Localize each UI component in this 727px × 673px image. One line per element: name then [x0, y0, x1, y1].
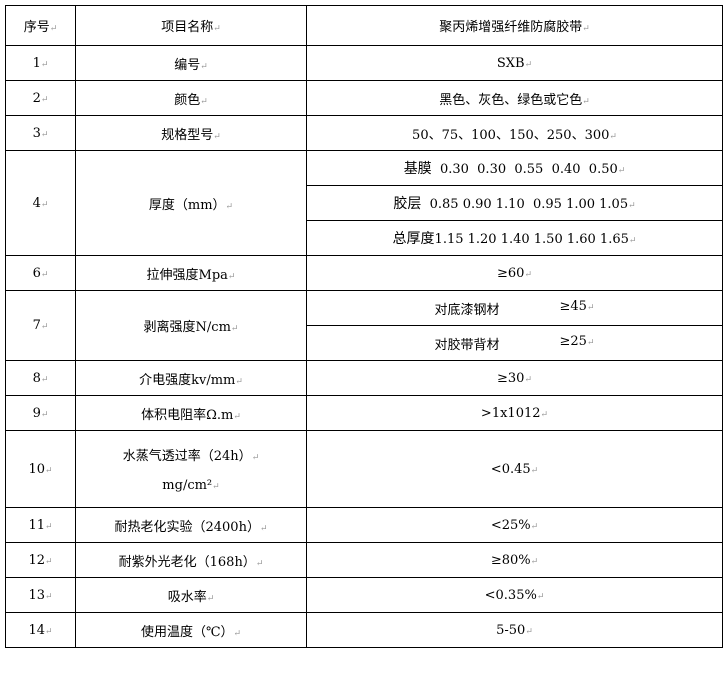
row-item: 耐紫外光老化（168h） — [75, 542, 307, 578]
row-value: 5-50 — [306, 612, 723, 648]
row-no: 13 — [5, 577, 76, 613]
row-no: 2 — [5, 80, 76, 116]
row-value: ≥80% — [306, 542, 723, 578]
row-item: 拉伸强度Mpa — [75, 255, 307, 291]
table-row: 11耐热老化实验（2400h）<25% — [5, 507, 723, 543]
row-value: ≥60 — [306, 255, 723, 291]
sub-values: 0.85 0.90 1.10 0.95 1.00 1.05 — [429, 197, 629, 212]
table-row: 1编号SXB — [5, 45, 723, 81]
sub-values: ≥25 — [560, 334, 595, 353]
row-no: 1 — [5, 45, 76, 81]
row-item: 编号 — [75, 45, 307, 81]
row-no: 10 — [5, 430, 76, 508]
sub-row-2: 胶层 0.85 0.90 1.10 0.95 1.00 1.05 — [6, 185, 723, 221]
table-row: 7 剥离强度N/cm 对底漆钢材 ≥45 — [5, 290, 723, 361]
row-item: 吸水率 — [75, 577, 307, 613]
row-item: 介电强度kv/mm — [75, 360, 307, 396]
row-no: 7 — [5, 290, 76, 361]
table-row: 10水蒸气透过率（24h） mg/cm²<0.45 — [5, 430, 723, 508]
table-row: 9体积电阻率Ω.m>1x1012 — [5, 395, 723, 431]
row-item: 厚度（mm） — [75, 150, 307, 256]
row-item: 水蒸气透过率（24h） mg/cm² — [75, 430, 307, 508]
row-item-line2: mg/cm² — [76, 478, 306, 493]
row-no: 12 — [5, 542, 76, 578]
row-item: 剥离强度N/cm — [75, 290, 307, 361]
table-row: 4 厚度（mm） 基膜 0.30 0.30 0.55 0.40 0.50 — [5, 150, 723, 256]
row-no: 14 — [5, 612, 76, 648]
sub-row-2: 对胶带背材 ≥25 — [6, 325, 723, 361]
row-no: 6 — [5, 255, 76, 291]
table-row: 2颜色黑色、灰色、绿色或它色 — [5, 80, 723, 116]
row-no: 9 — [5, 395, 76, 431]
row-item-line1: 水蒸气透过率（24h） — [76, 445, 306, 464]
sub-label: 对胶带背材 — [434, 337, 500, 353]
header-no: 序号 — [5, 5, 76, 46]
table-row: 14使用温度（℃）5-50 — [5, 612, 723, 648]
sub-row: 总厚度1.15 1.20 1.40 1.50 1.60 1.65 — [306, 220, 723, 256]
row-value: 黑色、灰色、绿色或它色 — [306, 80, 723, 116]
table-row: 12耐紫外光老化（168h）≥80% — [5, 542, 723, 578]
row-value: <25% — [306, 507, 723, 543]
sub-values: ≥45 — [560, 299, 595, 318]
spec-table: 序号 项目名称 聚丙烯增强纤维防腐胶带 1编号SXB 2颜色黑色、灰色、绿色或它… — [5, 5, 723, 648]
row-value: 50、75、100、150、250、300 — [306, 115, 723, 151]
header-item: 项目名称 — [75, 5, 307, 46]
sub-label: 总厚度 — [392, 231, 435, 247]
row-value: ≥30 — [306, 360, 723, 396]
row-value: <0.45 — [306, 430, 723, 508]
header-product: 聚丙烯增强纤维防腐胶带 — [306, 5, 723, 46]
sub-row: 胶层 0.85 0.90 1.10 0.95 1.00 1.05 — [306, 185, 723, 221]
sub-label: 胶层 — [393, 196, 422, 212]
table-row: 13吸水率<0.35% — [5, 577, 723, 613]
row-value: SXB — [306, 45, 723, 81]
sub-values: 1.15 1.20 1.40 1.50 1.60 1.65 — [434, 232, 629, 247]
row-item: 体积电阻率Ω.m — [75, 395, 307, 431]
row-item: 使用温度（℃） — [75, 612, 307, 648]
sub-label: 基膜 — [403, 161, 432, 177]
row-no: 3 — [5, 115, 76, 151]
row-no: 4 — [5, 150, 76, 256]
row-item: 耐热老化实验（2400h） — [75, 507, 307, 543]
sub-row: 对胶带背材 ≥25 — [306, 325, 723, 361]
sub-row-3: 总厚度1.15 1.20 1.40 1.50 1.60 1.65 — [6, 220, 723, 256]
row-no: 8 — [5, 360, 76, 396]
sub-label: 对底漆钢材 — [434, 302, 500, 318]
row-no: 11 — [5, 507, 76, 543]
sub-row: 基膜 0.30 0.30 0.55 0.40 0.50 — [306, 150, 723, 186]
row-item: 颜色 — [75, 80, 307, 116]
row-item: 规格型号 — [75, 115, 307, 151]
table-row: 6拉伸强度Mpa≥60 — [5, 255, 723, 291]
table-row: 3规格型号50、75、100、150、250、300 — [5, 115, 723, 151]
row-value: <0.35% — [306, 577, 723, 613]
sub-row: 对底漆钢材 ≥45 — [306, 290, 723, 326]
table-row: 8介电强度kv/mm≥30 — [5, 360, 723, 396]
row-value: >1x1012 — [306, 395, 723, 431]
sub-values: 0.30 0.30 0.55 0.40 0.50 — [439, 162, 618, 177]
header-row: 序号 项目名称 聚丙烯增强纤维防腐胶带 — [5, 5, 723, 46]
